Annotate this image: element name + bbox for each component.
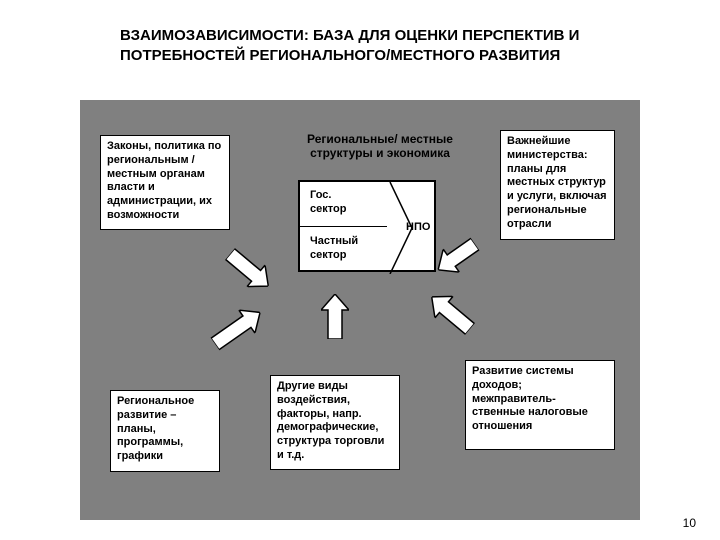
box-bottom-mid: Другие виды воздействия, факторы, напр. … — [270, 375, 400, 470]
center-sector-priv: Частный сектор — [310, 234, 380, 263]
arrow-from-bottom-left — [207, 301, 271, 360]
arrow-from-bottom-mid — [321, 294, 354, 339]
center-heading: Региональные/ местные структуры и эконом… — [295, 132, 465, 161]
box-bottom-right: Развитие системы доходов; межправитель-с… — [465, 360, 615, 450]
arrow-from-top-left — [218, 243, 278, 300]
center-box: Гос. сектор НПО Частный сектор — [298, 180, 436, 272]
diagram-stage: Региональные/ местные структуры и эконом… — [80, 100, 640, 520]
page-number: 10 — [683, 516, 696, 530]
page-title: ВЗАИМОЗАВИСИМОСТИ: БАЗА ДЛЯ ОЦЕНКИ ПЕРСП… — [120, 26, 680, 65]
center-sector-gov: Гос. сектор — [310, 188, 370, 217]
box-top-left: Законы, политика по региональным / местн… — [100, 135, 230, 230]
center-sector-npo: НПО — [406, 220, 430, 234]
box-top-right: Важнейшие министерства: планы для местны… — [500, 130, 615, 240]
arrow-from-bottom-right — [423, 282, 483, 339]
box-bottom-left: Региональное развитие – планы, программы… — [110, 390, 220, 472]
